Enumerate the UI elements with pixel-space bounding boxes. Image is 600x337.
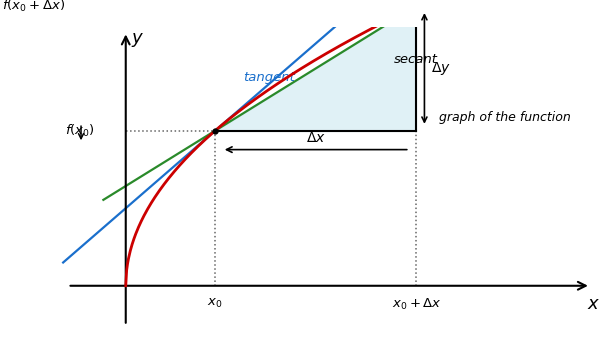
Text: $x_0$: $x_0$ xyxy=(208,297,223,310)
Text: y: y xyxy=(131,29,142,47)
Polygon shape xyxy=(215,6,416,131)
Text: $\Delta y$: $\Delta y$ xyxy=(431,60,451,77)
Text: x: x xyxy=(587,295,598,313)
Text: $f(x_0)$: $f(x_0)$ xyxy=(65,123,94,139)
Text: tangent: tangent xyxy=(243,71,295,84)
Text: secant: secant xyxy=(394,54,438,66)
Text: $\Delta x$: $\Delta x$ xyxy=(306,131,326,145)
Text: $f(x_0 + \Delta x)$: $f(x_0 + \Delta x)$ xyxy=(2,0,65,14)
Text: $x_0 + \Delta x$: $x_0 + \Delta x$ xyxy=(392,297,441,312)
Text: graph of the function: graph of the function xyxy=(439,111,571,124)
